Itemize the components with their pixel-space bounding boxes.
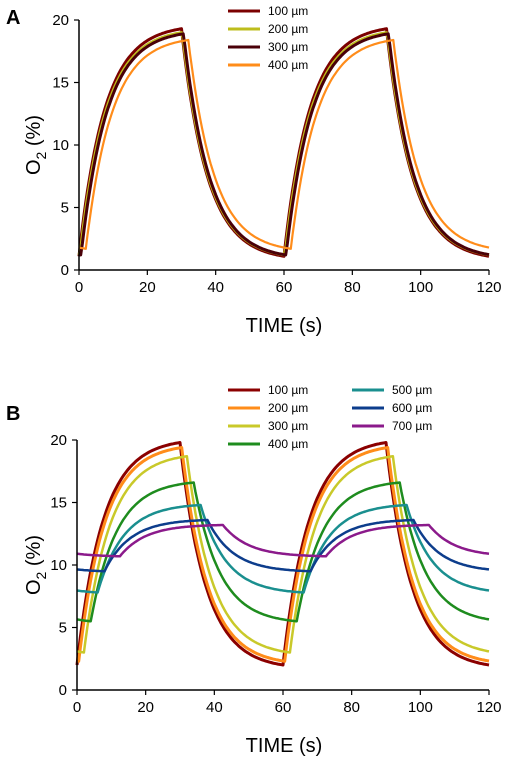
panel-b-x-tick-label: 100 <box>408 699 433 716</box>
panel-a-y-tick-label: 5 <box>61 200 69 217</box>
panel-b-y-tick-label: 15 <box>50 495 67 512</box>
panel-b-legend-label: 300 µm <box>268 419 308 433</box>
panel-a-y-tick-label: 0 <box>61 262 69 279</box>
panel-a-series-line-3 <box>78 32 490 257</box>
panel-b-x-tick-label: 20 <box>137 699 154 716</box>
panel-a-y-axis-title: O2 (%) <box>23 115 49 175</box>
panel-b-series-line-5 <box>76 503 490 594</box>
panel-a-legend-label: 400 µm <box>268 58 308 72</box>
panel-b-series-line-1 <box>75 441 490 667</box>
panel-b-legend-label: 100 µm <box>268 383 308 397</box>
panel-b-legend-label: 200 µm <box>268 401 308 415</box>
panel-a-x-tick-label: 40 <box>207 279 224 296</box>
panel-b-x-tick-label: 120 <box>476 699 501 716</box>
panel-a-legend-label: 100 µm <box>268 4 308 18</box>
panel-a-y-tick-label: 20 <box>52 12 69 29</box>
panel-a-legend: 100 µm 200 µm 300 µm 400 µm <box>228 4 308 72</box>
panel-a-y-tick-label: 10 <box>52 137 69 154</box>
panel-a-x-tick-label: 120 <box>476 279 501 296</box>
panel-a-x-tick-label: 80 <box>344 279 361 296</box>
panel-b-legend-label: 500 µm <box>392 383 432 397</box>
panel-b-x-tick-label: 40 <box>206 699 223 716</box>
panel-b-y-tick-label: 0 <box>59 682 67 699</box>
panel-b-x-tick-label: 60 <box>275 699 292 716</box>
panel-b-legend-label: 400 µm <box>268 437 308 451</box>
panel-b-series <box>75 441 490 667</box>
panel-a-series <box>77 27 490 258</box>
panel-b-series-line-2 <box>76 446 490 663</box>
panel-b-x-axis-title: TIME (s) <box>246 735 323 757</box>
panel-b-x-tick-label: 80 <box>343 699 360 716</box>
panel-a-x-tick-label: 100 <box>408 279 433 296</box>
panel-b-legend: 100 µm 200 µm 300 µm 400 µm 500 µm 600 µm 700 … <box>228 383 432 451</box>
panel-b-series-line-3 <box>76 455 490 654</box>
panel-b-series-line-7 <box>76 523 490 558</box>
panel-b-y-tick-label: 20 <box>50 432 67 449</box>
panel-a-legend-label: 300 µm <box>268 40 308 54</box>
panel-a-x-tick-label: 60 <box>276 279 293 296</box>
panel-a-y-tick-label: 15 <box>52 75 69 92</box>
panel-b-legend-label: 700 µm <box>392 419 432 433</box>
panel-a: A 0 20 40 60 80 100 120 0 5 10 15 20 100 µm 200 µm 30… <box>6 4 502 337</box>
panel-b-label: B <box>6 403 20 425</box>
panel-a-legend-label: 200 µm <box>268 22 308 36</box>
panel-a-x-tick-label: 20 <box>139 279 156 296</box>
panel-b-y-tick-label: 10 <box>50 557 67 574</box>
panel-a-label: A <box>6 7 20 29</box>
panel-b-axes: 0 20 40 60 80 100 120 0 5 10 15 20 <box>50 432 501 716</box>
panel-a-x-tick-label: 0 <box>75 279 83 296</box>
panel-b-y-tick-label: 5 <box>59 620 67 637</box>
panel-a-x-axis-title: TIME (s) <box>246 315 323 337</box>
panel-a-series-line-4 <box>78 38 490 250</box>
panel-a-axes: 0 20 40 60 80 100 120 0 5 10 15 20 <box>52 12 501 296</box>
panel-b-legend-label: 600 µm <box>392 401 432 415</box>
panel-b-y-axis-title: O2 (%) <box>23 535 49 595</box>
panel-b-series-line-4 <box>76 481 490 623</box>
panel-b-series-line-6 <box>76 518 490 573</box>
panel-b: B 0 20 40 60 80 100 120 0 5 10 15 20 100 µm 200 µm 30… <box>6 383 502 757</box>
panel-b-x-tick-label: 0 <box>73 699 81 716</box>
